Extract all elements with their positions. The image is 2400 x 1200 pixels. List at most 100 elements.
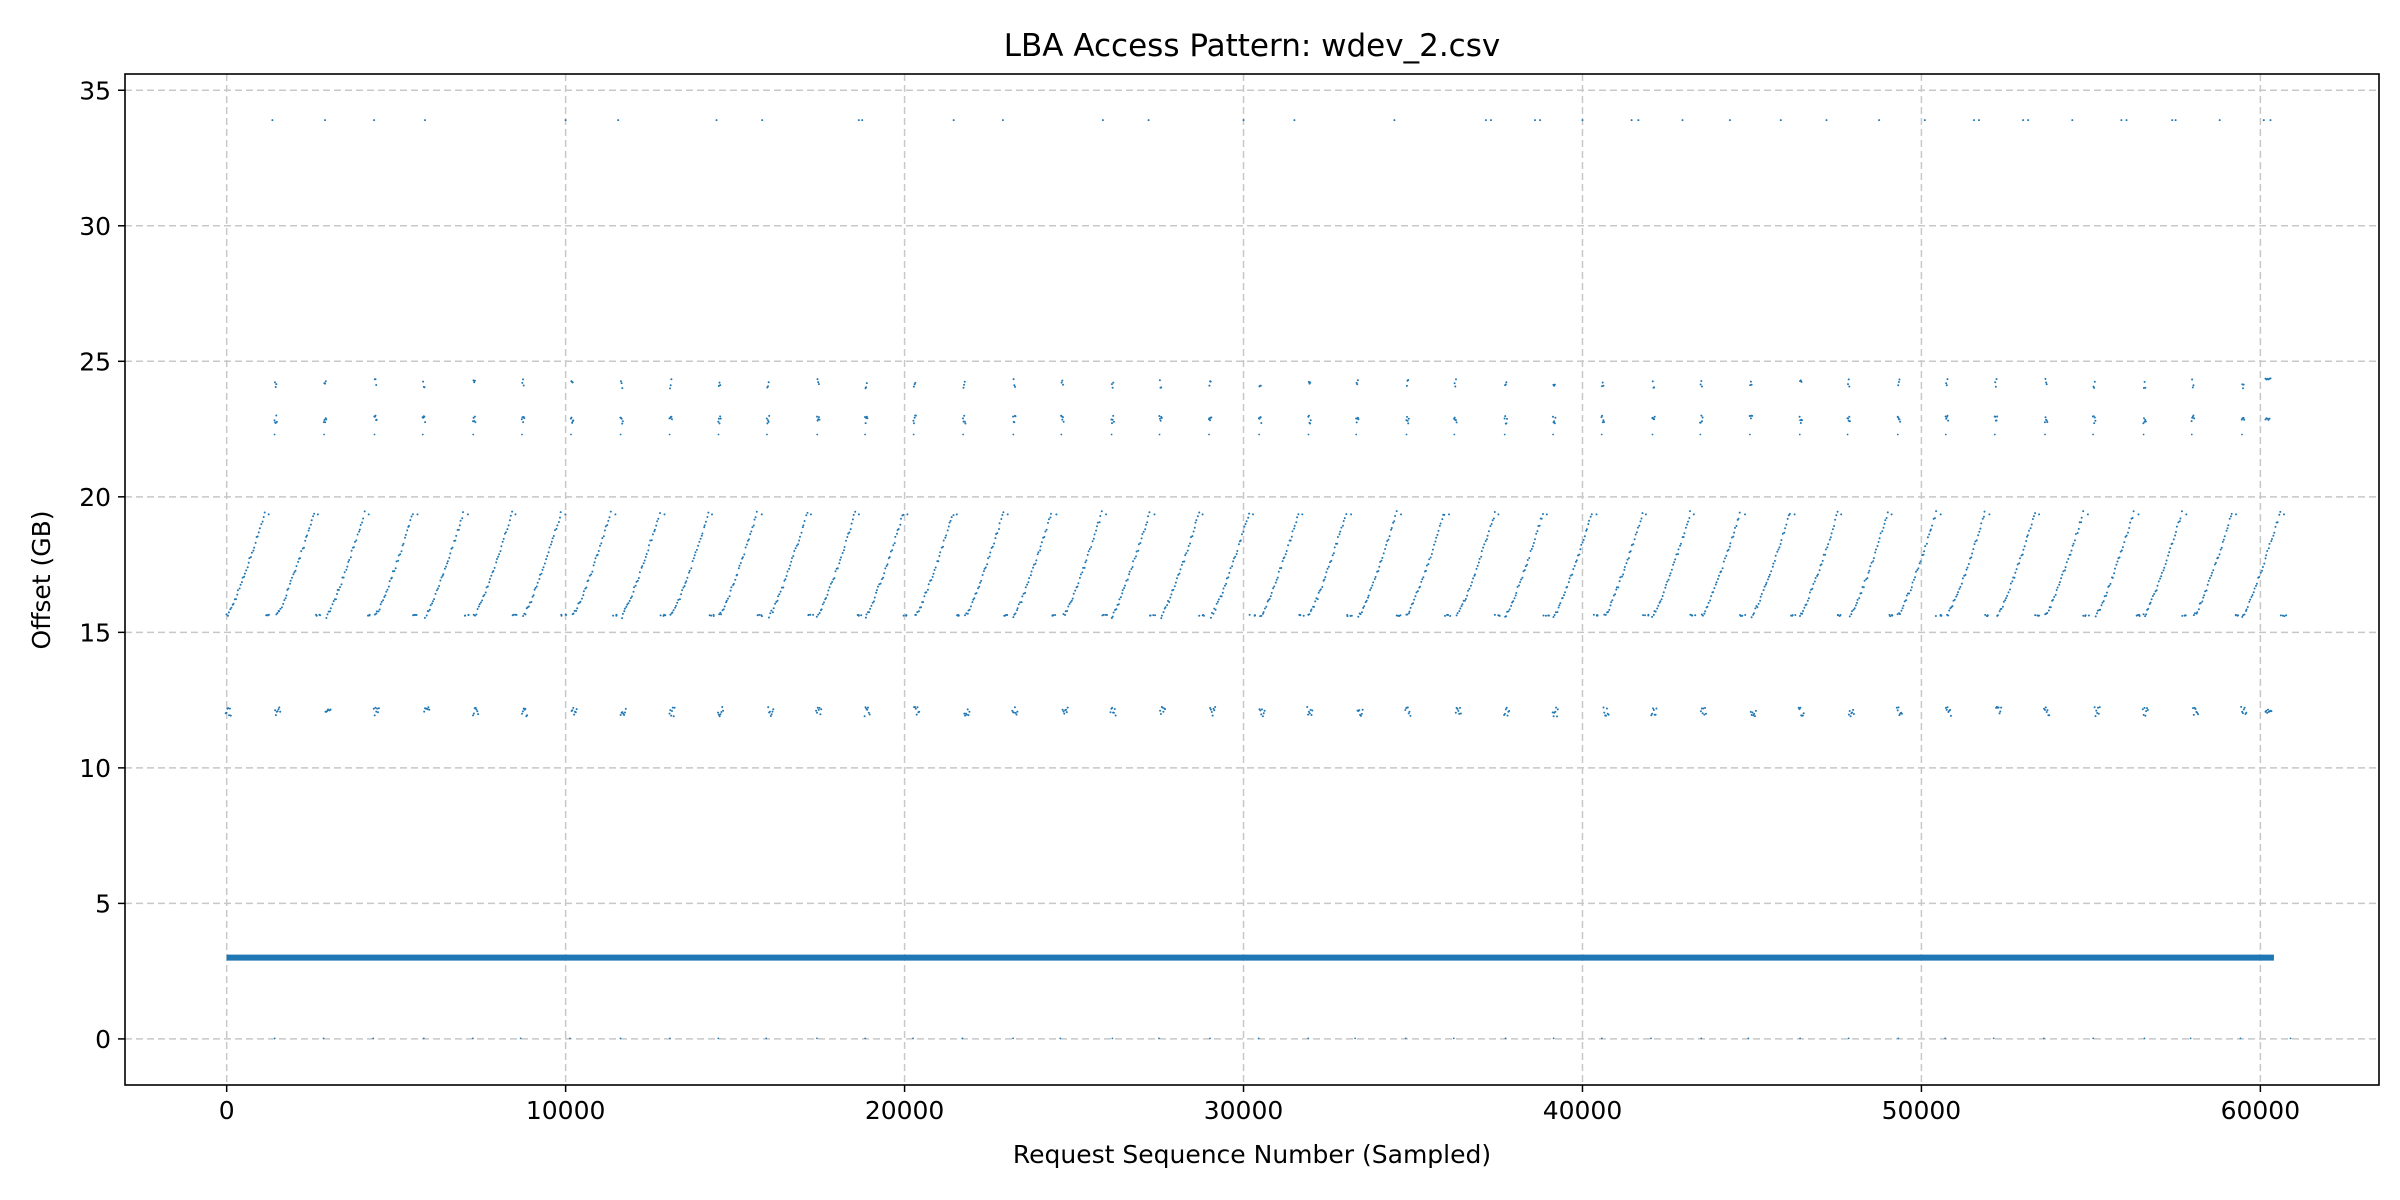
data-point xyxy=(294,569,297,572)
data-point xyxy=(1342,524,1344,527)
data-point xyxy=(950,516,953,519)
data-point xyxy=(1856,598,1859,601)
data-point xyxy=(2246,606,2249,608)
data-point xyxy=(531,595,534,598)
data-point xyxy=(1457,709,1460,712)
data-point xyxy=(612,614,615,617)
data-point xyxy=(1043,536,1046,538)
data-point xyxy=(620,417,623,420)
data-point xyxy=(1060,381,1063,384)
data-point xyxy=(227,707,230,710)
data-point xyxy=(1006,513,1009,516)
data-point xyxy=(1309,422,1312,425)
data-point xyxy=(1949,708,1952,711)
data-point xyxy=(313,512,316,515)
data-point xyxy=(1817,573,1819,576)
data-point xyxy=(1981,517,1984,520)
data-point xyxy=(1202,614,1205,616)
data-point xyxy=(1012,433,1015,436)
data-point xyxy=(1944,433,1947,436)
data-point xyxy=(1295,521,1298,524)
data-point xyxy=(1467,589,1470,592)
data-point xyxy=(1947,614,1950,617)
data-point xyxy=(329,708,332,711)
data-point xyxy=(600,542,603,545)
data-point xyxy=(472,712,475,715)
data-point xyxy=(1814,577,1817,579)
data-point xyxy=(671,611,674,614)
data-point xyxy=(2001,605,2004,608)
data-point xyxy=(346,565,349,568)
data-point xyxy=(1895,706,1898,709)
data-point xyxy=(309,523,312,526)
data-point xyxy=(715,119,718,122)
data-point xyxy=(1553,422,1556,425)
data-point xyxy=(1101,119,1104,122)
data-point xyxy=(1130,568,1133,570)
data-point xyxy=(1699,383,1702,386)
data-point xyxy=(748,538,750,541)
data-point xyxy=(1490,119,1492,122)
data-point xyxy=(2248,600,2251,603)
data-point xyxy=(332,600,335,603)
data-point xyxy=(1909,589,1912,592)
data-point xyxy=(1277,570,1280,573)
data-point xyxy=(1011,709,1014,712)
data-point xyxy=(1664,586,1667,589)
data-point xyxy=(1574,560,1577,563)
data-point xyxy=(1406,613,1409,616)
data-point xyxy=(1826,546,1829,549)
data-point xyxy=(719,415,722,418)
data-point xyxy=(2194,708,2197,710)
data-point xyxy=(1800,380,1803,383)
data-point xyxy=(1699,433,1702,436)
data-point xyxy=(2036,614,2039,617)
data-point xyxy=(1131,566,1134,569)
data-point xyxy=(243,575,246,578)
data-point xyxy=(1350,513,1353,516)
data-point xyxy=(1551,711,1554,714)
data-point xyxy=(2175,530,2177,533)
data-point xyxy=(474,614,476,617)
data-point xyxy=(1408,612,1410,615)
data-point xyxy=(650,539,653,542)
data-point xyxy=(1980,522,1983,525)
data-point xyxy=(864,422,867,425)
data-point xyxy=(638,571,641,574)
grid xyxy=(125,74,2379,1085)
data-point xyxy=(2043,1037,2045,1040)
data-point xyxy=(767,385,769,388)
data-point xyxy=(656,520,659,523)
data-point xyxy=(1247,516,1250,519)
data-point xyxy=(1161,706,1164,709)
data-point xyxy=(1378,565,1381,568)
data-point xyxy=(933,569,936,571)
data-point xyxy=(819,713,822,716)
data-point xyxy=(1455,378,1457,381)
data-point xyxy=(1159,713,1162,715)
data-point xyxy=(2074,533,2077,535)
data-point xyxy=(299,557,301,560)
data-point xyxy=(1346,615,1349,618)
data-point xyxy=(1326,567,1329,570)
data-point xyxy=(1848,710,1851,712)
y-tick-label: 20 xyxy=(79,483,111,512)
data-point xyxy=(323,419,326,421)
data-point xyxy=(1944,1037,1947,1040)
data-point xyxy=(2190,420,2193,423)
data-point xyxy=(923,595,926,598)
data-point xyxy=(1602,706,1605,709)
data-point xyxy=(2208,577,2211,580)
data-point xyxy=(1668,574,1671,577)
data-point xyxy=(670,378,673,381)
data-point xyxy=(916,706,919,709)
data-point xyxy=(1390,528,1393,531)
data-point xyxy=(2273,531,2276,534)
data-point xyxy=(1159,709,1162,712)
data-point xyxy=(401,544,404,547)
data-point xyxy=(474,421,477,424)
data-point xyxy=(2199,602,2202,604)
data-point xyxy=(802,524,805,527)
data-point xyxy=(1630,119,1633,122)
